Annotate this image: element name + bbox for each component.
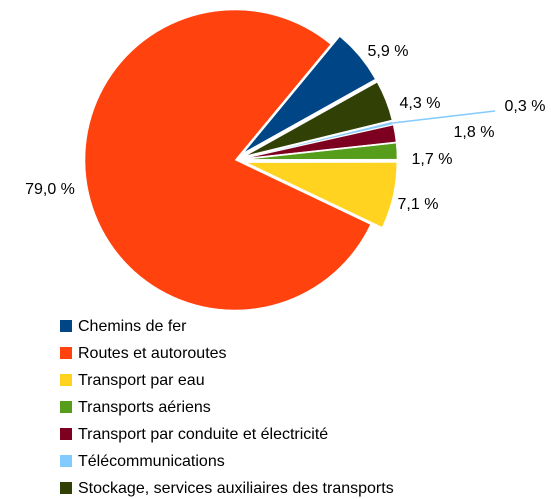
pie-slice (246, 121, 394, 158)
legend-label: Chemins de fer (78, 318, 187, 335)
legend-swatch (60, 428, 72, 440)
legend-swatch (60, 401, 72, 413)
legend-label: Stockage, services auxiliaires des trans… (78, 480, 394, 497)
value-label: 5,9 % (368, 43, 409, 60)
legend-label: Télécommunications (78, 453, 225, 470)
value-label: 79,0 % (25, 181, 75, 198)
value-label: 7,1 % (398, 196, 439, 213)
leader-line (392, 110, 496, 124)
legend-swatch (60, 347, 72, 359)
legend-label: Transport par eau (78, 372, 205, 389)
legend-swatch (60, 374, 72, 386)
legend-swatch (60, 455, 72, 467)
value-label: 1,7 % (412, 151, 453, 168)
legend-swatch (60, 320, 72, 332)
pie-slice (84, 9, 371, 311)
pie-slice (246, 82, 393, 156)
legend-label: Transport par conduite et électricité (78, 426, 328, 443)
legend-swatch (60, 482, 72, 494)
pie-slice (244, 36, 376, 153)
value-label: 1,8 % (454, 124, 495, 141)
value-label: 4,3 % (400, 95, 441, 112)
pie-slice (246, 162, 397, 228)
legend-label: Routes et autoroutes (78, 345, 227, 362)
pie-slice (246, 142, 398, 160)
legend-label: Transports aériens (78, 399, 211, 416)
value-label: 0,3 % (505, 98, 546, 115)
pie-slice (246, 124, 397, 159)
